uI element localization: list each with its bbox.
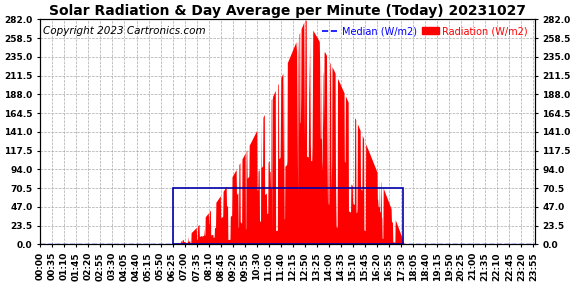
Legend: Median (W/m2), Radiation (W/m2): Median (W/m2), Radiation (W/m2) <box>320 24 530 38</box>
Bar <box>172 188 402 245</box>
Title: Solar Radiation & Day Average per Minute (Today) 20231027: Solar Radiation & Day Average per Minute… <box>49 4 526 18</box>
Text: Copyright 2023 Cartronics.com: Copyright 2023 Cartronics.com <box>43 26 205 36</box>
